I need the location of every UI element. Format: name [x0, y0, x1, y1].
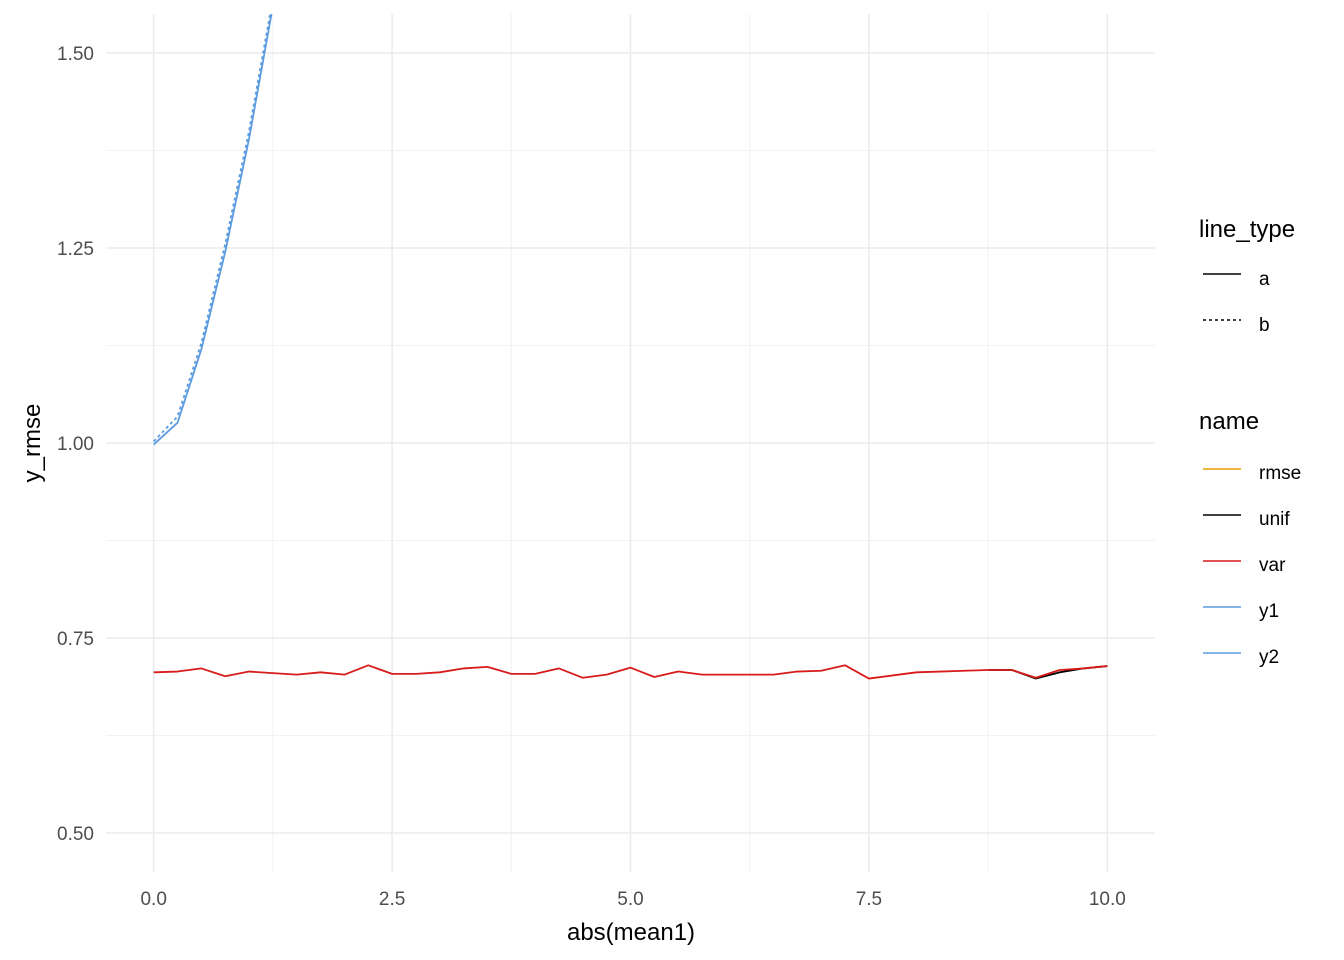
y-tick-label: 0.75 — [57, 629, 94, 650]
series-line-y2-b — [153, 14, 271, 443]
x-tick-label: 0.0 — [140, 889, 166, 910]
y-axis-ticks: 0.50 0.75 1.00 1.25 1.50 — [57, 44, 94, 845]
legend-entry-var: var — [1203, 555, 1286, 576]
series-line-var-a — [153, 664, 1108, 680]
plot-series — [153, 14, 1108, 680]
legend-label-unif: unif — [1259, 509, 1290, 530]
x-axis-ticks: 0.0 2.5 5.0 7.5 10.0 — [140, 889, 1125, 910]
legend-entry-rmse: rmse — [1203, 463, 1301, 484]
x-axis-title: abs(mean1) — [567, 919, 695, 946]
x-tick-label: 10.0 — [1089, 889, 1126, 910]
legend-label-var: var — [1259, 555, 1286, 576]
legend-line-type: line_type a b — [1199, 216, 1295, 336]
legend-entry-y1: y1 — [1203, 601, 1279, 622]
legend-line-type-title: line_type — [1199, 216, 1295, 243]
x-tick-label: 7.5 — [856, 889, 882, 910]
legend-label-y1: y1 — [1259, 601, 1279, 622]
y-tick-label: 1.00 — [57, 434, 94, 455]
grid — [106, 14, 1155, 872]
legend-entry-unif: unif — [1203, 509, 1290, 530]
y-axis-title: y_rmse — [19, 404, 46, 483]
legend-entry-a: a — [1203, 269, 1270, 290]
y-tick-label: 0.50 — [57, 824, 94, 845]
series-line-y1-a — [153, 14, 273, 446]
legend-label-y2: y2 — [1259, 647, 1279, 668]
legend-name-title: name — [1199, 408, 1259, 435]
legend-label-a: a — [1259, 269, 1270, 290]
legend-entry-b: b — [1203, 315, 1270, 336]
y-tick-label: 1.25 — [57, 239, 94, 260]
x-tick-label: 5.0 — [617, 889, 643, 910]
legend-entry-y2: y2 — [1203, 647, 1279, 668]
y-tick-label: 1.50 — [57, 44, 94, 65]
x-tick-label: 2.5 — [379, 889, 405, 910]
legend-label-b: b — [1259, 315, 1270, 336]
legend-name: name rmse unif var y1 y2 — [1199, 408, 1301, 668]
legend-label-rmse: rmse — [1259, 463, 1301, 484]
